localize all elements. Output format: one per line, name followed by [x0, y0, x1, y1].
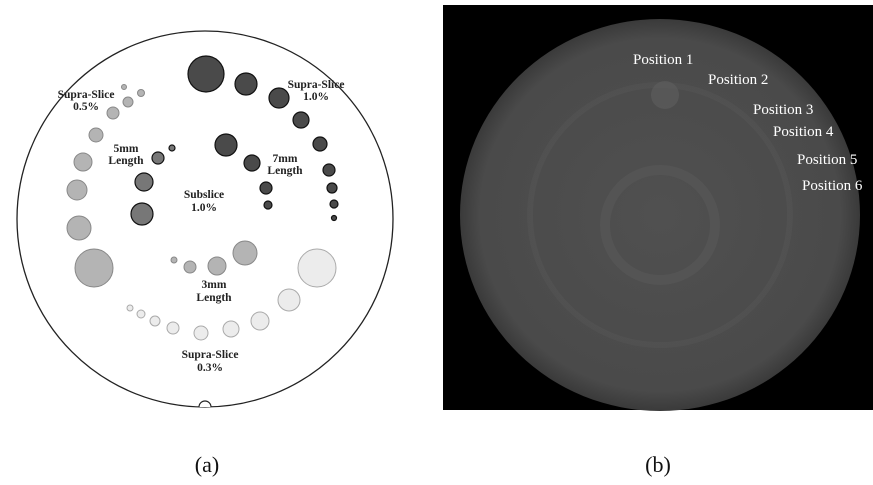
position-label: Position 3 — [753, 102, 813, 118]
label: Subslice — [184, 189, 224, 201]
position-label: Position 1 — [633, 52, 693, 68]
figure: Supra-Slice 0.5% Supra-Slice 1.0% 5mm Le… — [0, 0, 873, 485]
label: 5mm — [114, 143, 139, 155]
label: 3mm — [202, 279, 227, 291]
label: Length — [267, 165, 303, 177]
label: Supra-Slice — [288, 79, 345, 91]
label: 0.5% — [73, 101, 99, 113]
position-label: Position 5 — [797, 152, 857, 168]
position-label: Position 2 — [708, 72, 768, 88]
label: 7mm — [273, 153, 298, 165]
label: Length — [196, 292, 232, 304]
ct-image: Position 1 Position 2 Position 3 Positio… — [443, 5, 873, 411]
phantom-diagram: Supra-Slice 0.5% Supra-Slice 1.0% 5mm Le… — [17, 31, 393, 407]
label: 1.0% — [303, 91, 329, 103]
label: Supra-Slice — [182, 349, 239, 361]
position-label: Position 6 — [802, 178, 863, 194]
label: Length — [108, 155, 144, 167]
caption: (a) — [195, 452, 219, 477]
label: Supra-Slice — [58, 89, 115, 101]
position-label: Position 4 — [773, 124, 834, 140]
label: 0.3% — [197, 362, 223, 374]
label: 1.0% — [191, 202, 217, 214]
page: {"panel_a": {"labels": [["Supra-Slice", … — [0, 0, 873, 485]
caption: (b) — [645, 452, 671, 477]
